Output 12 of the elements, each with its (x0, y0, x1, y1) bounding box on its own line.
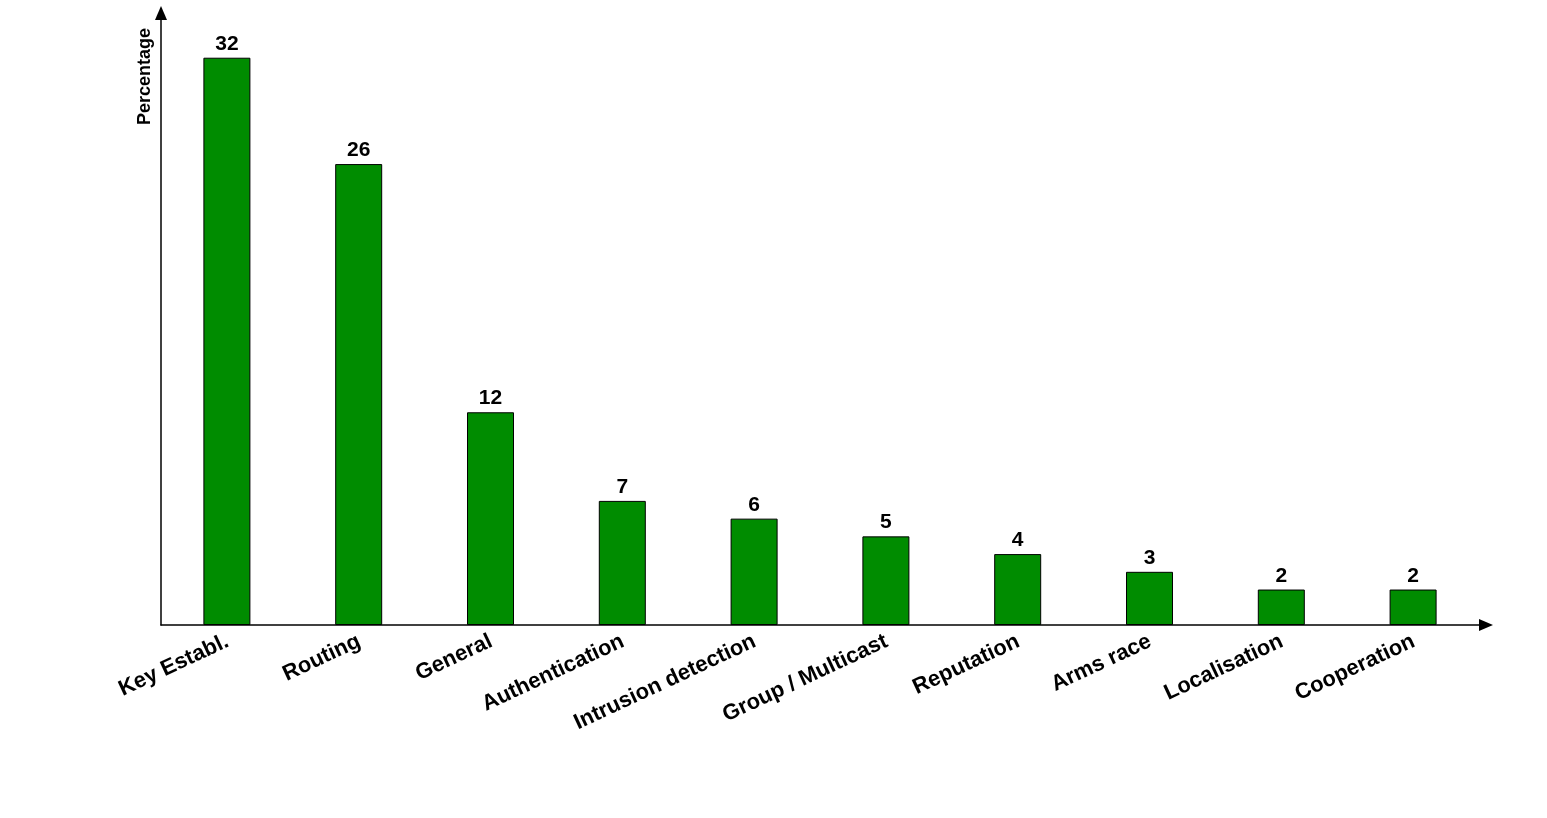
x-tick-label: Arms race (1046, 627, 1155, 696)
data-label: 2 (1407, 562, 1419, 586)
data-label: 26 (347, 137, 371, 161)
data-label: 32 (215, 30, 239, 54)
data-label: 12 (478, 385, 503, 409)
data-label: 3 (1143, 544, 1156, 568)
data-label: 2 (1275, 562, 1288, 586)
data-label: 7 (616, 473, 629, 497)
data-label: 5 (880, 509, 893, 533)
data-label: 4 (1011, 527, 1024, 551)
y-axis-title: Percentage (134, 28, 154, 126)
data-label: 6 (748, 491, 760, 515)
